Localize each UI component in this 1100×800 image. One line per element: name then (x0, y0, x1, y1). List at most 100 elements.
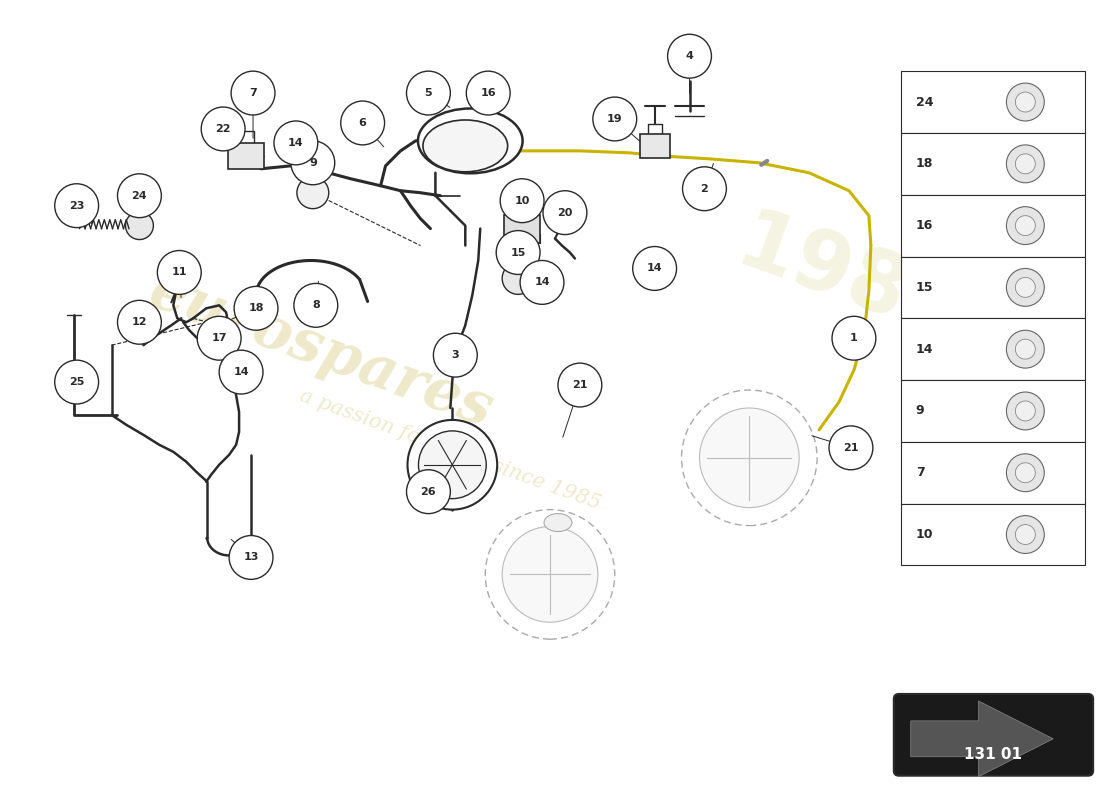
Circle shape (1015, 278, 1035, 298)
Circle shape (1006, 392, 1044, 430)
Text: 14: 14 (915, 342, 933, 356)
Text: 12: 12 (132, 318, 147, 327)
Text: 8: 8 (312, 300, 320, 310)
Text: 22: 22 (216, 124, 231, 134)
Circle shape (1006, 145, 1044, 182)
Text: 14: 14 (288, 138, 304, 148)
Text: 15: 15 (510, 247, 526, 258)
Bar (901, 194, 1085, 257)
Circle shape (274, 121, 318, 165)
Circle shape (55, 184, 99, 228)
Bar (640, 134, 670, 158)
Circle shape (294, 283, 338, 327)
Text: a passion for parts since 1985: a passion for parts since 1985 (297, 386, 604, 514)
Text: 25: 25 (69, 377, 85, 387)
Text: 11: 11 (172, 267, 187, 278)
Circle shape (1006, 83, 1044, 121)
Ellipse shape (544, 514, 572, 531)
Circle shape (682, 390, 817, 526)
Text: 5: 5 (425, 88, 432, 98)
Circle shape (231, 71, 275, 115)
Bar (901, 257, 1085, 318)
Circle shape (1015, 154, 1035, 174)
Circle shape (157, 250, 201, 294)
Bar (504, 214, 540, 242)
Circle shape (829, 426, 873, 470)
Circle shape (234, 286, 278, 330)
Circle shape (520, 261, 564, 304)
Text: 6: 6 (359, 118, 366, 128)
Text: 18: 18 (915, 158, 933, 170)
Circle shape (407, 71, 450, 115)
Bar (901, 133, 1085, 194)
Bar (901, 71, 1085, 133)
Text: 2: 2 (701, 184, 708, 194)
Circle shape (1006, 454, 1044, 492)
Text: 19: 19 (607, 114, 623, 124)
Text: 7: 7 (250, 88, 257, 98)
Polygon shape (911, 701, 1053, 777)
Text: 17: 17 (211, 334, 227, 343)
Text: 13: 13 (243, 553, 258, 562)
Text: 131 01: 131 01 (965, 747, 1023, 762)
Text: 14: 14 (647, 263, 662, 274)
Circle shape (1015, 92, 1035, 112)
Circle shape (1015, 216, 1035, 235)
Text: 18: 18 (249, 303, 264, 314)
Circle shape (543, 190, 587, 234)
Bar (901, 380, 1085, 442)
Circle shape (433, 334, 477, 377)
Circle shape (1006, 269, 1044, 306)
Text: 9: 9 (915, 405, 924, 418)
Circle shape (341, 101, 385, 145)
Circle shape (1015, 339, 1035, 359)
Circle shape (407, 420, 497, 510)
Circle shape (593, 97, 637, 141)
Text: 1985: 1985 (726, 202, 972, 358)
Circle shape (229, 535, 273, 579)
Circle shape (466, 71, 510, 115)
Text: 10: 10 (915, 528, 933, 541)
Circle shape (118, 174, 162, 218)
Text: 4: 4 (685, 51, 693, 61)
Bar (228, 143, 264, 169)
Text: 16: 16 (481, 88, 496, 98)
Circle shape (125, 212, 153, 239)
Text: 23: 23 (69, 201, 85, 210)
Circle shape (682, 167, 726, 210)
Circle shape (632, 246, 676, 290)
Ellipse shape (422, 120, 507, 172)
Circle shape (500, 178, 544, 222)
Circle shape (558, 363, 602, 407)
Bar (901, 442, 1085, 504)
Circle shape (503, 262, 535, 294)
FancyBboxPatch shape (894, 694, 1093, 776)
Text: 10: 10 (515, 196, 530, 206)
Circle shape (1015, 525, 1035, 545)
Circle shape (407, 470, 450, 514)
Circle shape (668, 34, 712, 78)
Circle shape (201, 107, 245, 151)
Text: 24: 24 (915, 95, 933, 109)
Circle shape (118, 300, 162, 344)
Circle shape (1006, 515, 1044, 554)
Text: 3: 3 (451, 350, 459, 360)
Text: 9: 9 (309, 158, 317, 168)
Circle shape (700, 408, 799, 508)
Circle shape (1015, 401, 1035, 421)
Circle shape (485, 510, 615, 639)
Circle shape (1006, 206, 1044, 245)
Circle shape (197, 316, 241, 360)
Text: 21: 21 (572, 380, 587, 390)
Bar (901, 504, 1085, 566)
Text: 16: 16 (915, 219, 933, 232)
Circle shape (1006, 330, 1044, 368)
Text: 1: 1 (850, 334, 858, 343)
Text: eurospares: eurospares (141, 262, 500, 438)
Bar (901, 318, 1085, 380)
Circle shape (219, 350, 263, 394)
Ellipse shape (418, 109, 522, 174)
Text: 15: 15 (915, 281, 933, 294)
Circle shape (832, 316, 876, 360)
Circle shape (297, 177, 329, 209)
